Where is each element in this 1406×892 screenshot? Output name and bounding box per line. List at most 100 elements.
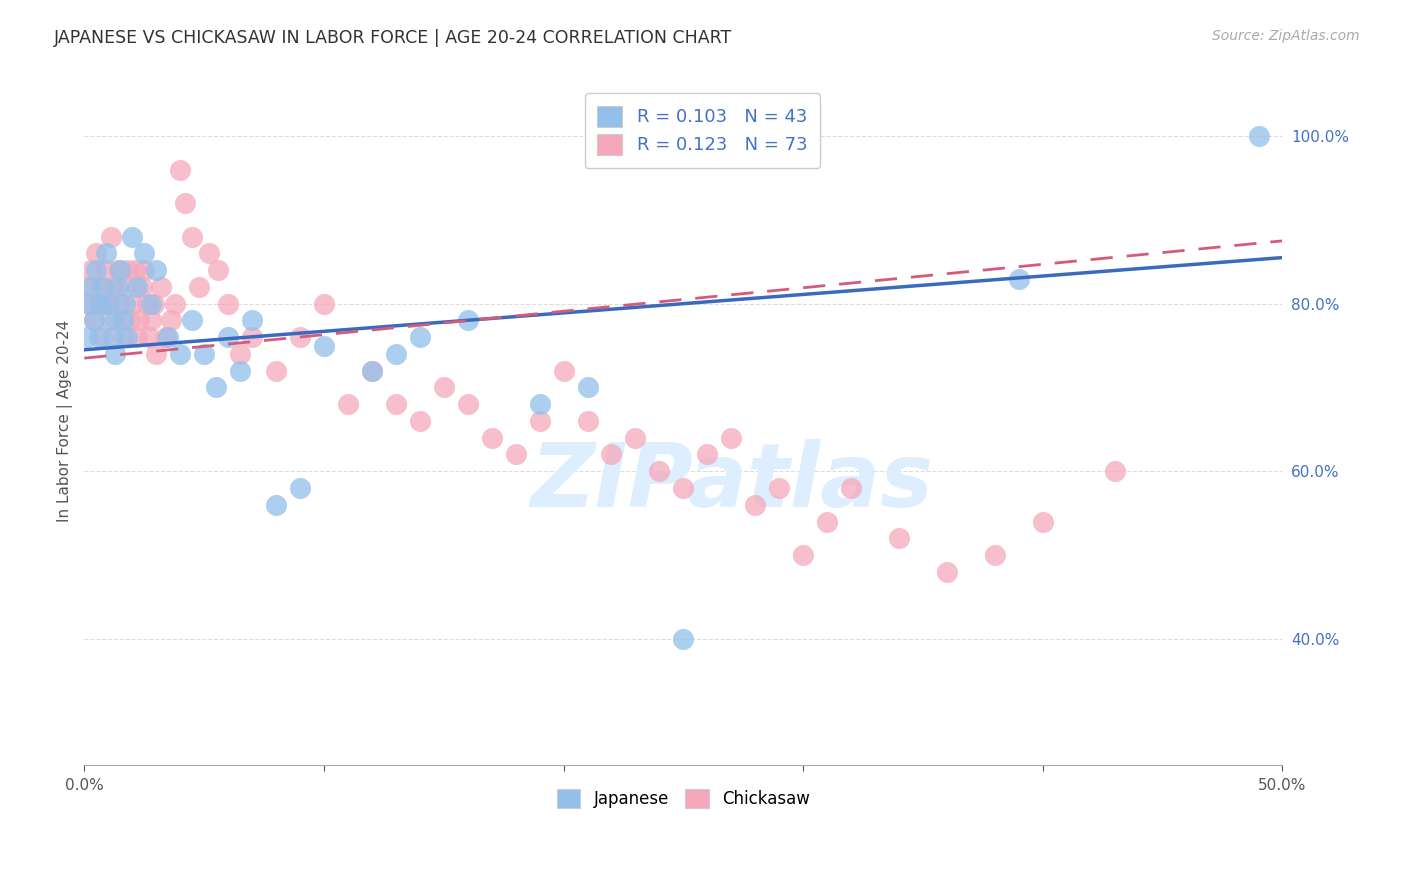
Point [77,296,100,310]
Point [83,313,105,327]
Point [159,313,181,327]
Point [672,481,695,495]
Point [792,548,814,562]
Point [76,330,98,344]
Point [217,330,239,344]
Point [600,448,623,462]
Point [145,347,167,361]
Point [134,246,156,260]
Point [1247,129,1270,144]
Point [720,431,742,445]
Point [94,246,117,260]
Point [433,380,456,394]
Point [101,280,124,294]
Point [240,330,263,344]
Point [125,330,148,344]
Point [145,263,167,277]
Point [288,481,311,495]
Point [131,280,153,294]
Point [107,280,129,294]
Point [217,296,239,310]
Point [90,296,112,310]
Point [110,296,132,310]
Point [229,364,252,378]
Point [114,296,136,310]
Point [149,280,172,294]
Point [696,448,718,462]
Point [768,481,790,495]
Point [409,414,432,428]
Point [117,263,139,277]
Point [157,330,180,344]
Point [648,464,671,478]
Point [134,263,156,277]
Point [84,263,107,277]
Point [94,263,117,277]
Y-axis label: In Labor Force | Age 20-24: In Labor Force | Age 20-24 [58,320,73,522]
Point [1032,515,1054,529]
Text: JAPANESE VS CHICKASAW IN LABOR FORCE | AGE 20-24 CORRELATION CHART: JAPANESE VS CHICKASAW IN LABOR FORCE | A… [53,29,731,47]
Point [207,263,229,277]
Point [93,280,115,294]
Point [887,531,910,545]
Point [111,313,134,327]
Point [360,364,382,378]
Point [117,330,139,344]
Point [1104,464,1126,478]
Point [84,246,107,260]
Point [193,347,215,361]
Point [360,364,382,378]
Text: Source: ZipAtlas.com: Source: ZipAtlas.com [1212,29,1360,44]
Point [529,397,551,411]
Point [83,313,105,327]
Point [409,330,432,344]
Point [155,330,177,344]
Point [107,263,129,277]
Point [264,364,287,378]
Point [181,229,204,244]
Point [240,313,263,327]
Point [141,296,163,310]
Point [672,632,695,646]
Point [125,280,148,294]
Point [457,397,479,411]
Point [385,347,408,361]
Point [121,296,143,310]
Point [141,313,163,327]
Point [121,229,143,244]
Point [198,246,221,260]
Point [100,229,122,244]
Point [110,263,132,277]
Point [205,380,228,394]
Point [336,397,359,411]
Point [312,338,335,352]
Point [169,347,191,361]
Point [1008,271,1031,285]
Point [839,481,862,495]
Point [104,347,127,361]
Point [80,263,103,277]
Point [984,548,1007,562]
Point [142,296,165,310]
Point [111,330,134,344]
Point [100,313,122,327]
Point [114,280,136,294]
Point [80,280,103,294]
Point [385,397,408,411]
Point [481,431,503,445]
Point [118,313,141,327]
Point [181,313,204,327]
Point [505,448,527,462]
Point [264,498,287,512]
Point [165,296,187,310]
Point [229,347,252,361]
Point [576,380,599,394]
Point [169,162,191,177]
Point [174,196,197,211]
Point [288,330,311,344]
Point [744,498,766,512]
Point [138,330,160,344]
Point [104,313,127,327]
Point [529,414,551,428]
Text: ZIPatlas: ZIPatlas [530,440,932,526]
